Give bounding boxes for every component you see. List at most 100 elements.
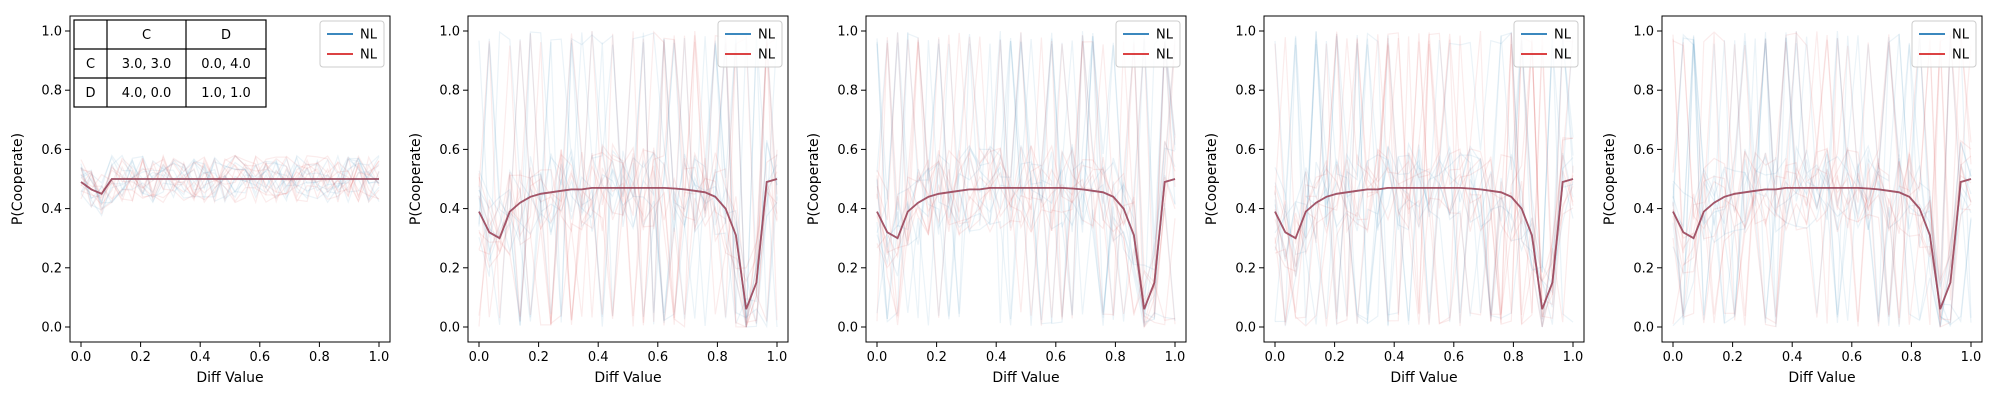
y-tick-label: 1.0: [439, 25, 460, 40]
trial-trace: [876, 32, 1176, 326]
legend: NL NL: [717, 20, 783, 68]
trial-trace: [80, 154, 380, 217]
y-tick-label: 0.4: [837, 202, 858, 217]
axes-frame: [865, 15, 1187, 343]
trial-trace: [876, 34, 1176, 318]
y-tick-label: 0.6: [837, 143, 858, 158]
x-tick-label: 0.8: [309, 350, 330, 365]
y-tick-label: 0.2: [837, 261, 858, 276]
trial-trace: [80, 157, 380, 204]
trial-trace: [1274, 30, 1574, 326]
x-tick-label: 0.2: [1722, 350, 1743, 365]
y-axis-label: P(Cooperate): [1602, 133, 1618, 225]
x-tick-label: 0.2: [1324, 350, 1345, 365]
x-tick-label: 0.8: [707, 350, 728, 365]
trial-trace: [876, 36, 1176, 326]
axes-frame: [467, 15, 789, 343]
trial-trace: [1274, 31, 1574, 326]
series-line-2: [80, 178, 379, 195]
x-tick-label: 0.0: [1265, 350, 1286, 365]
y-tick-label: 0.4: [439, 202, 460, 217]
series-line-2: [1672, 178, 1972, 310]
trial-trace: [876, 38, 1176, 326]
trial-trace: [1274, 34, 1574, 326]
trial-trace: [478, 35, 778, 324]
trial-trace: [876, 36, 1176, 324]
trial-trace: [478, 30, 778, 326]
x-tick-label: 0.6: [1443, 350, 1464, 365]
x-tick-label: 1.0: [1563, 350, 1584, 365]
trial-trace: [1672, 38, 1972, 327]
legend: NL NL: [1115, 20, 1181, 68]
trial-trace: [876, 30, 1176, 325]
trial-trace: [1274, 35, 1574, 325]
y-tick-label: 0.2: [1235, 261, 1256, 276]
x-tick-label: 1.0: [369, 350, 390, 365]
y-tick-label: 0.4: [41, 202, 62, 217]
y-tick-label: 0.6: [439, 143, 460, 158]
trial-trace: [876, 144, 1176, 328]
y-tick-label: 0.0: [41, 321, 62, 336]
trial-trace: [1274, 32, 1574, 325]
trial-trace: [1274, 31, 1574, 327]
y-axis-label: P(Cooperate): [408, 133, 424, 225]
trial-trace: [876, 37, 1176, 322]
y-tick-label: 0.2: [41, 261, 62, 276]
x-tick-label: 0.2: [528, 350, 549, 365]
y-tick-label: 0.4: [1235, 202, 1256, 217]
x-tick-label: 0.4: [588, 350, 609, 365]
trial-trace: [478, 32, 778, 324]
trial-trace: [80, 155, 380, 208]
legend-label: NL: [758, 48, 776, 63]
trial-trace: [80, 154, 380, 209]
trial-trace: [1274, 35, 1574, 325]
trial-trace: [478, 34, 778, 317]
trial-trace: [1274, 30, 1574, 328]
y-tick-label: 1.0: [1633, 25, 1654, 40]
subplot-2: 0.0 0.2 0.4 0.6 0.8 1.0 0.0 0.2 0.4 0.6 0.8 1.0 Diff…: [408, 15, 789, 386]
x-tick-label: 0.4: [1384, 350, 1405, 365]
legend-box: [1513, 20, 1579, 68]
trial-trace: [876, 31, 1176, 328]
trial-trace: [1672, 30, 1972, 317]
y-tick-label: 1.0: [41, 25, 62, 40]
y-tick-label: 0.6: [1633, 143, 1654, 158]
trial-traces: [1672, 30, 1972, 328]
x-tick-label: 0.6: [1841, 350, 1862, 365]
legend-box: [717, 20, 783, 68]
trial-trace: [80, 154, 380, 204]
legend-label: NL: [1952, 28, 1970, 43]
axes-frame: [1263, 15, 1585, 343]
x-tick-label: 1.0: [1961, 350, 1982, 365]
y-tick-label: 0.2: [439, 261, 460, 276]
trial-trace: [80, 155, 380, 211]
trial-trace: [478, 32, 778, 325]
trial-trace: [1672, 33, 1972, 327]
table-cell: C: [86, 57, 95, 72]
table-cell: 1.0, 1.0: [201, 86, 251, 101]
x-tick-label: 0.0: [71, 350, 92, 365]
series-line-2: [876, 178, 1176, 310]
x-tick-label: 0.4: [1782, 350, 1803, 365]
legend-label: NL: [1156, 48, 1174, 63]
y-tick-label: 0.8: [837, 84, 858, 99]
x-axis-label: Diff Value: [1390, 370, 1457, 386]
y-tick-label: 0.0: [1235, 321, 1256, 336]
trial-trace: [478, 31, 778, 328]
trial-trace: [478, 142, 778, 326]
x-tick-label: 0.0: [867, 350, 888, 365]
x-tick-label: 0.2: [926, 350, 947, 365]
trial-trace: [478, 30, 778, 328]
trial-trace: [1672, 38, 1972, 326]
y-tick-label: 0.8: [439, 84, 460, 99]
trial-trace: [80, 155, 380, 206]
y-tick-label: 0.0: [1633, 321, 1654, 336]
y-tick-label: 1.0: [837, 25, 858, 40]
trial-trace: [478, 33, 778, 328]
table-cell: D: [221, 28, 231, 43]
table-cell: 4.0, 0.0: [122, 86, 172, 101]
legend-label: NL: [1156, 28, 1174, 43]
trial-trace: [1672, 32, 1972, 324]
x-axis-label: Diff Value: [196, 370, 263, 386]
trial-trace: [876, 32, 1176, 325]
